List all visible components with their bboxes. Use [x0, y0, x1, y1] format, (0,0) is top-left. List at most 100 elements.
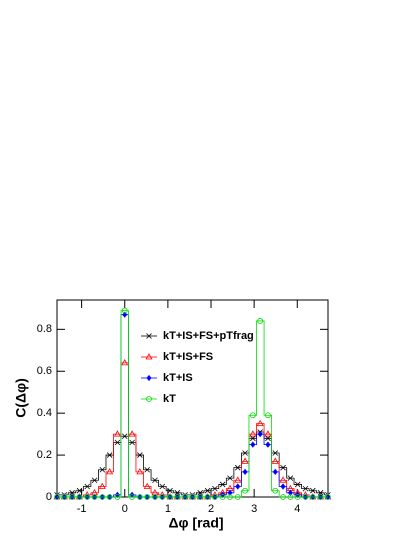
marker	[234, 476, 242, 483]
marker	[121, 359, 129, 366]
marker	[264, 430, 272, 437]
y-tick-label: 0.8	[37, 323, 52, 335]
marker	[136, 468, 144, 475]
marker	[129, 491, 135, 499]
marker	[280, 464, 286, 471]
marker	[227, 494, 233, 500]
series-line	[57, 431, 328, 496]
marker	[144, 494, 151, 500]
marker	[265, 412, 271, 419]
marker	[309, 494, 316, 500]
marker	[159, 494, 166, 500]
x-tick-label: 0	[122, 503, 128, 515]
x-tick-label: 2	[208, 503, 214, 515]
marker	[114, 494, 121, 500]
marker	[174, 494, 181, 500]
marker	[280, 483, 286, 490]
marker	[271, 457, 279, 464]
marker	[265, 441, 271, 448]
marker	[197, 490, 204, 496]
y-tick-label: 0.6	[37, 365, 52, 377]
series-line	[57, 310, 328, 498]
marker	[91, 477, 98, 484]
marker	[242, 468, 248, 475]
y-tick-label: 0	[46, 491, 52, 503]
marker	[249, 412, 256, 419]
marker	[241, 457, 249, 464]
marker	[287, 475, 294, 481]
marker	[197, 494, 204, 500]
legend-label: kT+IS+FS	[163, 351, 213, 363]
marker	[99, 466, 106, 473]
marker	[114, 491, 120, 499]
legend-label: kT	[163, 393, 176, 405]
marker	[144, 466, 150, 473]
marker	[143, 482, 151, 489]
marker	[182, 494, 189, 500]
marker	[113, 430, 121, 437]
marker	[122, 311, 128, 318]
marker	[294, 494, 301, 500]
marker	[287, 489, 293, 496]
marker	[137, 452, 143, 458]
marker	[152, 494, 158, 500]
marker	[219, 481, 226, 488]
legend-marker	[146, 374, 152, 382]
marker	[98, 482, 106, 489]
x-axis-label: Δφ [rad]	[168, 515, 223, 531]
marker	[129, 494, 135, 500]
marker	[294, 481, 301, 488]
marker	[242, 487, 248, 494]
series-line	[57, 314, 328, 498]
marker	[234, 494, 241, 500]
marker	[317, 494, 324, 500]
marker	[317, 490, 324, 496]
marker	[280, 494, 286, 500]
marker	[279, 476, 287, 483]
marker	[114, 439, 121, 446]
marker	[69, 494, 76, 500]
marker	[234, 464, 241, 471]
marker	[242, 450, 248, 456]
marker	[227, 489, 233, 496]
marker	[257, 318, 264, 324]
legend-marker	[146, 333, 152, 339]
marker	[256, 419, 264, 427]
marker	[167, 494, 173, 500]
marker	[106, 468, 114, 475]
x-tick-label: 3	[251, 503, 257, 515]
marker	[106, 452, 113, 458]
marker	[265, 435, 271, 442]
x-tick-label: 4	[294, 503, 300, 515]
marker	[167, 487, 173, 494]
y-axis-label: C(Δφ)	[13, 378, 29, 418]
marker	[76, 487, 83, 494]
marker	[220, 491, 226, 499]
marker	[189, 494, 196, 500]
marker	[272, 450, 279, 456]
marker	[235, 483, 241, 490]
legend-marker	[146, 396, 152, 402]
legend-label: kT+IS+FS+pTfrag	[163, 330, 254, 342]
marker	[250, 441, 256, 448]
marker	[272, 487, 279, 494]
marker	[69, 490, 75, 496]
marker	[84, 494, 91, 500]
x-tick-label: -1	[77, 503, 87, 515]
marker	[287, 494, 294, 500]
marker	[121, 433, 128, 440]
marker	[129, 439, 135, 446]
marker	[99, 494, 106, 500]
marker	[257, 430, 263, 438]
legend-label: kT+IS	[163, 372, 193, 384]
marker	[302, 485, 309, 492]
marker	[227, 475, 233, 481]
marker	[204, 494, 211, 500]
marker	[159, 483, 166, 490]
marker	[76, 494, 83, 500]
marker	[54, 494, 60, 500]
marker	[121, 307, 128, 314]
marker	[295, 491, 301, 499]
marker	[272, 468, 278, 475]
